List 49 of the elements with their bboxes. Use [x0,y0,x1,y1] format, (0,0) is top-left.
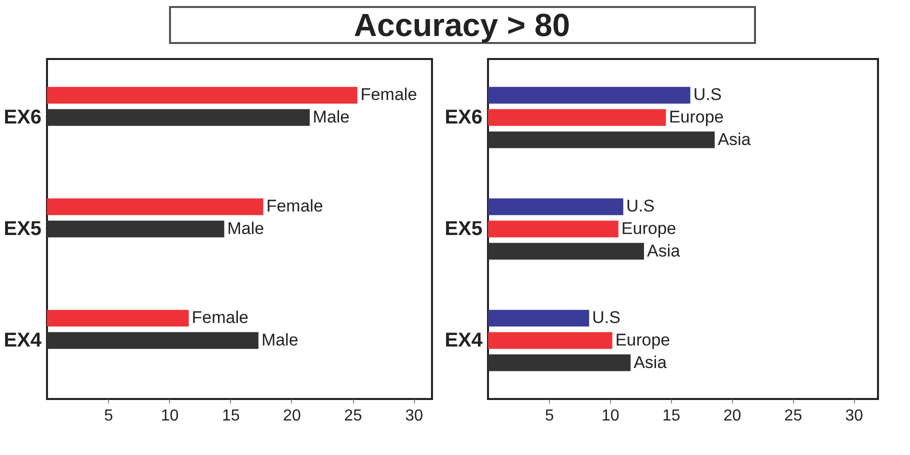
y-tick-label: EX6 [4,106,42,129]
bar [488,242,644,260]
series-label: Male [312,108,350,127]
x-tick-label: 5 [544,408,554,424]
y-tick-label: EX6 [444,106,482,129]
bar [488,354,631,372]
bar [47,198,264,216]
text: Male [227,219,264,238]
x-tick-label: 10 [601,408,620,424]
x-tick-label: 25 [344,408,362,424]
text: Europe [621,219,676,238]
text: Asia [634,352,667,372]
text: Asia [647,241,680,260]
y-tick-label: EX5 [4,218,42,240]
y-tick-label: EX4 [4,329,42,352]
series-label: U.S [693,85,722,104]
series-label: Europe [668,108,724,127]
bar [488,131,715,148]
bar [47,109,310,126]
y-tick-label: EX4 [444,329,484,352]
bar [488,310,590,327]
x-tick-label: 25 [784,408,802,424]
text: Europe [615,330,670,350]
text: U.S [592,308,620,328]
bar [47,86,358,104]
bar [488,332,612,349]
series-label: Female [360,85,418,104]
x-tick-label: 15 [222,408,240,424]
x-tick-label: 30 [845,408,864,424]
bar [488,86,690,104]
x-tick-label: 10 [160,408,179,424]
chart-title: Accuracy > 80 [354,7,570,43]
text: Female [192,308,248,328]
x-tick-label: 30 [405,408,424,424]
text: Female [266,196,324,216]
bar [488,109,666,126]
bar [47,310,189,327]
x-tick-label: 15 [662,408,680,424]
x-tick-label: 20 [283,408,301,424]
x-tick-label: 20 [723,408,742,424]
bar [47,220,224,238]
bar [488,198,624,216]
text: Male [261,330,298,350]
bar [47,332,258,349]
series-label: Asia [718,130,752,149]
x-tick-label: 5 [104,408,114,424]
y-tick-label: EX5 [444,218,482,240]
bar [488,220,618,238]
text: U.S [626,196,655,216]
